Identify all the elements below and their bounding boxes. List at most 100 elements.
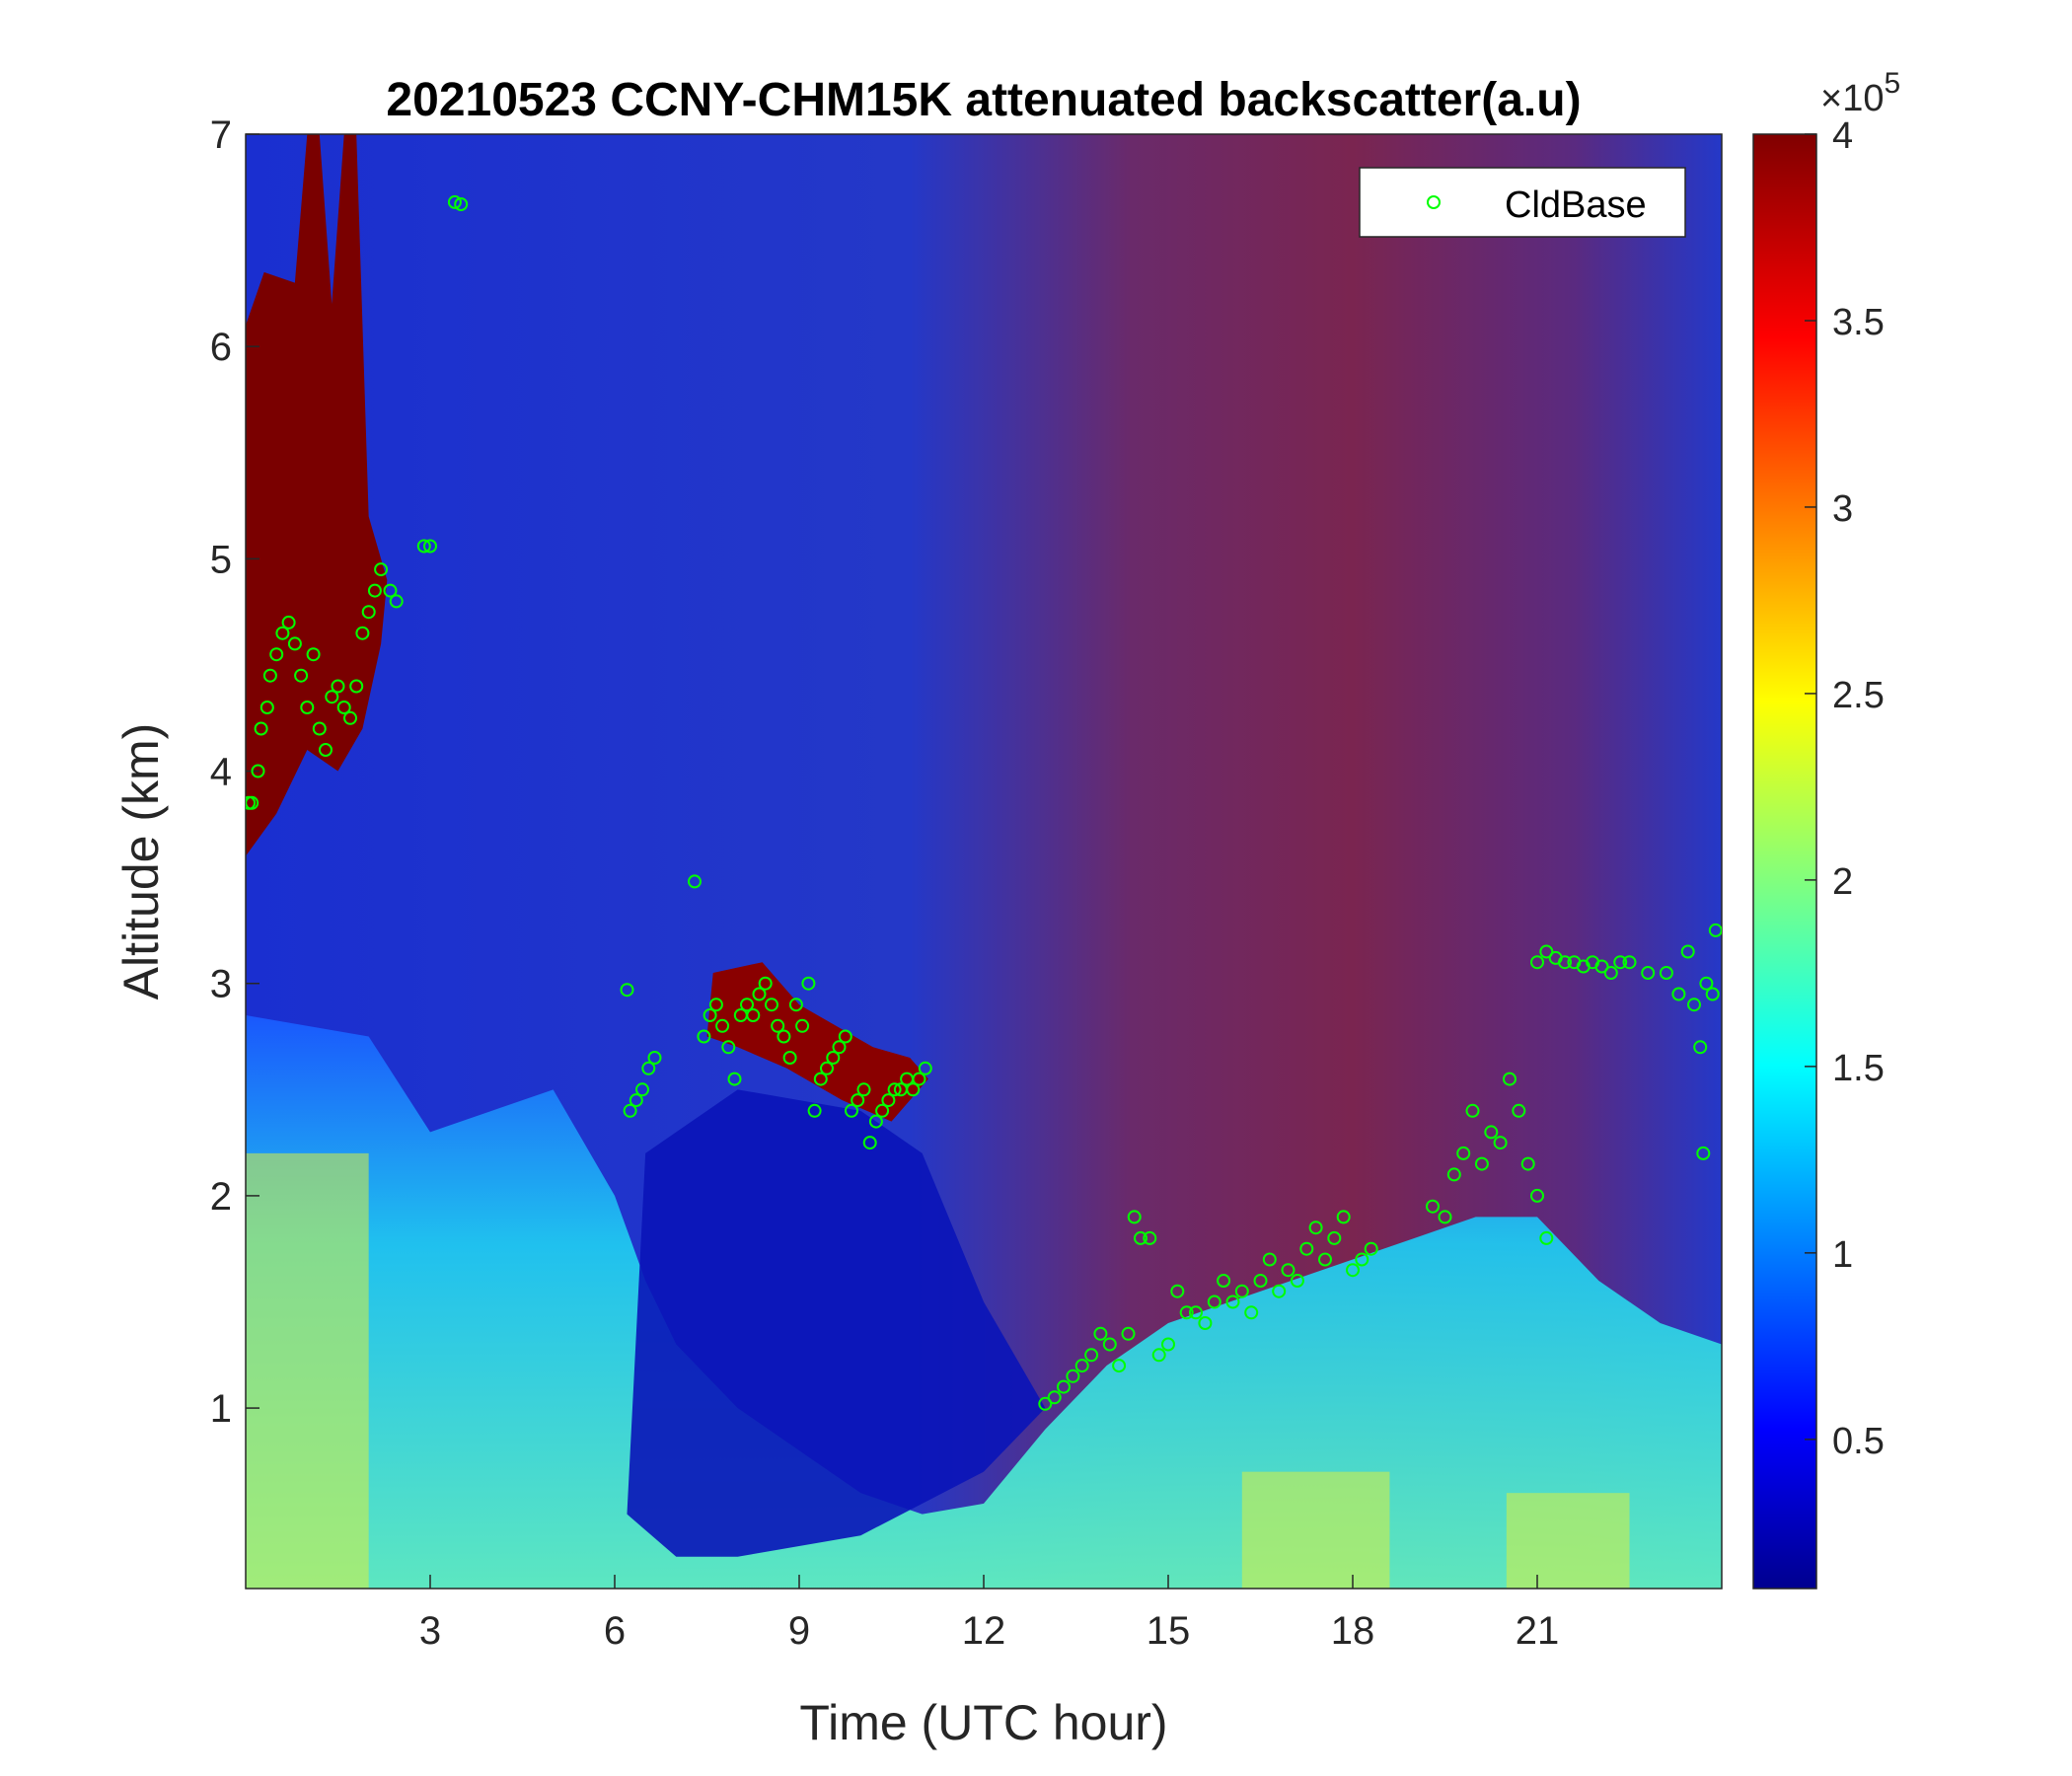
cldbase-point [1539, 1230, 1554, 1245]
cldbase-point [813, 1072, 828, 1086]
cldbase-point [1530, 955, 1544, 970]
cldbase-point [832, 1040, 847, 1055]
cldbase-point [1696, 1146, 1711, 1160]
cldbase-point [708, 998, 723, 1012]
cldbase-point [845, 1103, 858, 1118]
cldbase-point [1364, 1241, 1378, 1256]
cldbase-point [1170, 1284, 1185, 1298]
cldbase-point [331, 679, 345, 694]
cldbase-point [1671, 987, 1686, 1001]
x-tick-label: 9 [788, 1609, 810, 1653]
backscatter-heatmap [246, 134, 1722, 1589]
cldbase-point [1705, 987, 1720, 1001]
cldbase-point [1318, 1252, 1332, 1267]
colorbar-exponent-power: 5 [1884, 67, 1900, 100]
cldbase-point [1355, 1252, 1369, 1267]
colorbar-tick-label: 0.5 [1832, 1421, 1885, 1462]
cldbase-point [416, 539, 431, 554]
cldbase-point [1143, 1230, 1157, 1245]
legend-label-cldbase: CldBase [1505, 185, 1647, 226]
cldbase-point [820, 1061, 834, 1075]
cldbase-point [782, 1051, 797, 1065]
cldbase-point [1336, 1210, 1351, 1224]
cldbase-point [1613, 955, 1628, 970]
cldbase-point [1084, 1348, 1099, 1363]
cldbase-point [1161, 1337, 1175, 1352]
cldbase-point [1179, 1305, 1194, 1320]
x-tick-label: 15 [1147, 1609, 1191, 1653]
cldbase-point [1558, 955, 1572, 970]
cldbase-point [765, 998, 778, 1012]
cldbase-point [851, 1093, 865, 1108]
cldbase-point [1244, 1305, 1259, 1320]
cldbase-point [1474, 1156, 1489, 1171]
cldbase-point [1112, 1359, 1127, 1373]
cldbase-point [1057, 1379, 1071, 1394]
x-tick-label: 12 [962, 1609, 1006, 1653]
heatmap-high-cloud [246, 134, 388, 856]
cldbase-point [1151, 1348, 1166, 1363]
cldbase-point [1121, 1326, 1136, 1341]
cldbase-point [1680, 944, 1695, 959]
cldbase-point [727, 1072, 742, 1086]
x-tick-label: 21 [1516, 1609, 1560, 1653]
cldbase-point [1225, 1295, 1240, 1309]
cldbase-point [807, 1103, 822, 1118]
cldbase-point [1262, 1252, 1277, 1267]
cldbase-point [1047, 1390, 1062, 1405]
cldbase-point [1093, 1326, 1108, 1341]
cldbase-point [629, 1093, 643, 1108]
colorbar-gradient [1752, 133, 1817, 1590]
cldbase-point [635, 1082, 649, 1097]
cldbase-point [312, 721, 327, 736]
cldbase-point [1493, 1136, 1508, 1150]
cldbase-point [918, 1061, 932, 1075]
cldbase-point [1253, 1274, 1268, 1288]
cldbase-point [1539, 944, 1554, 959]
colorbar-tick-label: 2 [1832, 861, 1853, 903]
cldbase-point [1708, 923, 1722, 937]
cldbase-point [1299, 1241, 1314, 1256]
cldbase-point [355, 626, 370, 640]
cldbase-point [1622, 955, 1637, 970]
cldbase-point [1272, 1284, 1287, 1298]
colorbar-tick-label: 2.5 [1832, 675, 1885, 716]
y-axis-ticks: 1 2 3 4 5 6 7 [210, 113, 259, 1431]
cldbase-point [1217, 1274, 1231, 1288]
cldbase-point [623, 1103, 637, 1118]
cldbase-point [777, 1029, 791, 1044]
heatmap-mid-cloud [706, 962, 928, 1122]
cldbase-point [367, 583, 382, 598]
cldbase-point [1699, 976, 1714, 991]
cldbase-point [336, 701, 351, 714]
cldbase-point [620, 983, 634, 998]
cldbase-point [1346, 1263, 1360, 1278]
y-tick-label: 3 [210, 963, 232, 1006]
y-tick-label: 2 [210, 1175, 232, 1219]
cldbase-point [262, 668, 277, 683]
cldbase-point [771, 1018, 785, 1033]
cldbase-point [1456, 1146, 1471, 1160]
colorbar-tick-label: 3.5 [1832, 302, 1885, 343]
cldbase-point [788, 998, 803, 1012]
cldbase-point [1281, 1263, 1295, 1278]
cldbase-point [758, 976, 773, 991]
cldbase-point [1134, 1230, 1147, 1245]
colorbar-exponent-label: ×105 [1820, 67, 1900, 119]
cldbase-point [1127, 1210, 1142, 1224]
y-tick-label: 1 [210, 1387, 232, 1431]
cldbase-point [275, 626, 290, 640]
cldbase-point [1594, 959, 1609, 974]
cldbase-point [1659, 966, 1673, 980]
colorbar-tick-label: 1.5 [1832, 1048, 1885, 1089]
cldbase-point [647, 1051, 662, 1065]
colorbar: 0.5 1 1.5 2 2.5 3 3.5 4 ×105 [1752, 67, 1900, 1590]
cldbase-point [1503, 1072, 1517, 1086]
cldbase-point [703, 1008, 717, 1022]
cldbase-point [454, 197, 469, 211]
cldbase-point [319, 743, 333, 757]
cldbase-point [383, 583, 398, 598]
cldbase-point [287, 636, 302, 651]
cldbase-point [1438, 1210, 1452, 1224]
